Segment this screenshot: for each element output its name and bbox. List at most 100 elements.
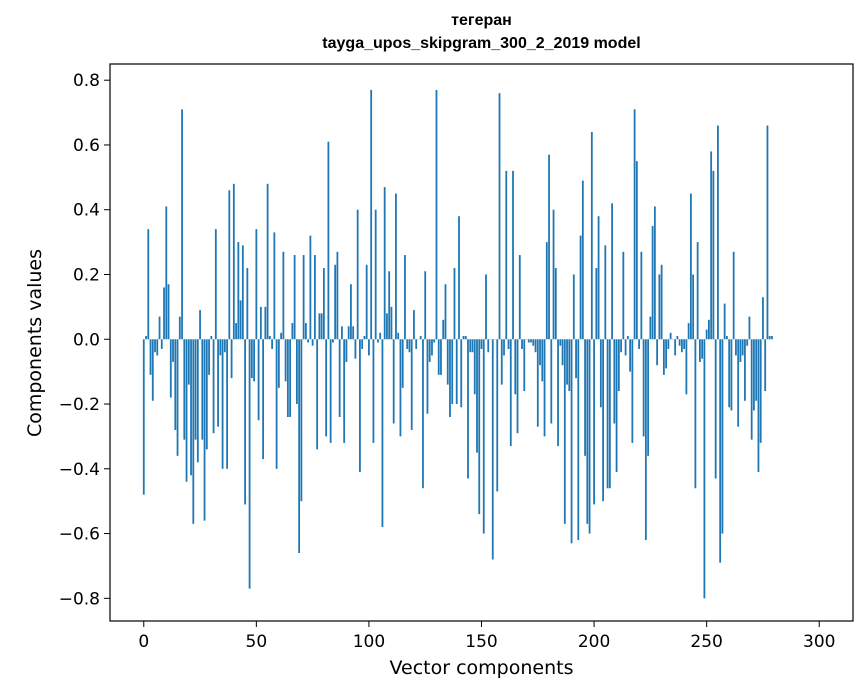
bar-25 [199, 310, 201, 340]
bar-5 [154, 339, 156, 353]
bar-36 [223, 339, 226, 353]
bar-253 [712, 170, 715, 340]
bar-6 [156, 339, 159, 356]
bar-228 [656, 339, 659, 366]
x-axis: 0 50 100 150 200 250 300 [138, 621, 835, 652]
y-tick-label: 0.2 [73, 265, 100, 285]
bar-78 [318, 313, 321, 340]
bar-24 [196, 339, 199, 463]
bar-168 [521, 339, 523, 349]
bar-104 [377, 339, 379, 343]
bar-182 [552, 209, 555, 340]
bar-196 [584, 339, 586, 456]
bar-205 [604, 245, 607, 340]
bar-153 [487, 339, 490, 353]
bar-269 [748, 316, 751, 340]
bar-155 [491, 339, 494, 560]
bar-54 [264, 306, 267, 340]
bar-90 [345, 339, 348, 362]
bar-198 [588, 339, 591, 534]
bar-234 [669, 332, 672, 340]
bar-123 [419, 336, 422, 340]
bar-206 [606, 339, 609, 489]
bar-214 [624, 339, 627, 356]
bar-265 [739, 339, 742, 362]
y-tick-label: −0.8 [59, 589, 100, 609]
bar-227 [653, 206, 656, 340]
bar-41 [235, 323, 237, 340]
bar-144 [467, 339, 469, 479]
bar-245 [694, 339, 697, 489]
bar-32 [214, 229, 217, 340]
bar-29 [208, 339, 210, 375]
bar-117 [406, 339, 409, 349]
bar-157 [496, 339, 499, 492]
bar-238 [678, 339, 681, 346]
bar-70 [300, 339, 303, 502]
bar-232 [665, 339, 668, 369]
bar-141 [460, 339, 463, 408]
bar-222 [642, 339, 645, 437]
bar-62 [282, 251, 285, 340]
bar-271 [753, 339, 755, 411]
bar-22 [192, 339, 195, 524]
bar-273 [757, 339, 760, 473]
plot-frame [109, 63, 854, 622]
bar-151 [482, 339, 485, 534]
bar-236 [674, 339, 677, 356]
bar-72 [304, 323, 307, 340]
bar-169 [523, 339, 526, 392]
bar-149 [478, 339, 481, 515]
bar-244 [692, 274, 695, 340]
bar-209 [613, 339, 616, 424]
bar-248 [701, 339, 704, 359]
bar-76 [313, 255, 316, 340]
bar-161 [505, 170, 508, 340]
bar-201 [595, 268, 598, 340]
bar-146 [471, 339, 474, 353]
bar-261 [730, 339, 733, 411]
y-tick-label: 0.4 [73, 201, 100, 221]
bar-108 [386, 313, 388, 340]
bar-97 [361, 339, 364, 349]
bar-83 [329, 339, 332, 443]
bar-163 [509, 339, 512, 447]
bar-185 [559, 339, 562, 346]
bar-252 [710, 151, 713, 340]
bar-210 [615, 339, 618, 473]
bar-66 [291, 323, 294, 340]
bar-37 [226, 339, 228, 469]
bar-202 [597, 216, 600, 340]
bar-251 [708, 319, 710, 340]
bar-1 [145, 336, 147, 340]
bar-200 [593, 339, 595, 505]
bar-119 [410, 339, 413, 430]
bar-183 [554, 268, 557, 340]
y-tick-label: −0.6 [59, 525, 100, 545]
bar-242 [687, 323, 690, 340]
bar-10 [165, 206, 168, 340]
bar-207 [608, 339, 611, 489]
bar-94 [354, 339, 357, 359]
bar-145 [469, 339, 472, 353]
bar-195 [581, 180, 584, 340]
bar-98 [363, 336, 366, 340]
bar-73 [307, 339, 310, 343]
bar-171 [527, 339, 530, 343]
x-tick-label: 300 [803, 632, 835, 652]
bar-180 [548, 154, 550, 340]
bar-38 [228, 190, 231, 340]
bar-110 [390, 306, 393, 340]
bar-194 [579, 235, 582, 340]
bar-42 [237, 242, 240, 340]
bar-47 [248, 339, 251, 589]
bar-87 [338, 339, 341, 417]
bar-27 [203, 339, 206, 521]
bar-4 [151, 339, 154, 401]
bar-3 [149, 339, 152, 375]
bar-142 [462, 336, 465, 340]
bar-177 [541, 339, 544, 382]
bar-100 [368, 339, 370, 356]
bar-57 [271, 339, 274, 349]
bar-132 [440, 339, 442, 375]
